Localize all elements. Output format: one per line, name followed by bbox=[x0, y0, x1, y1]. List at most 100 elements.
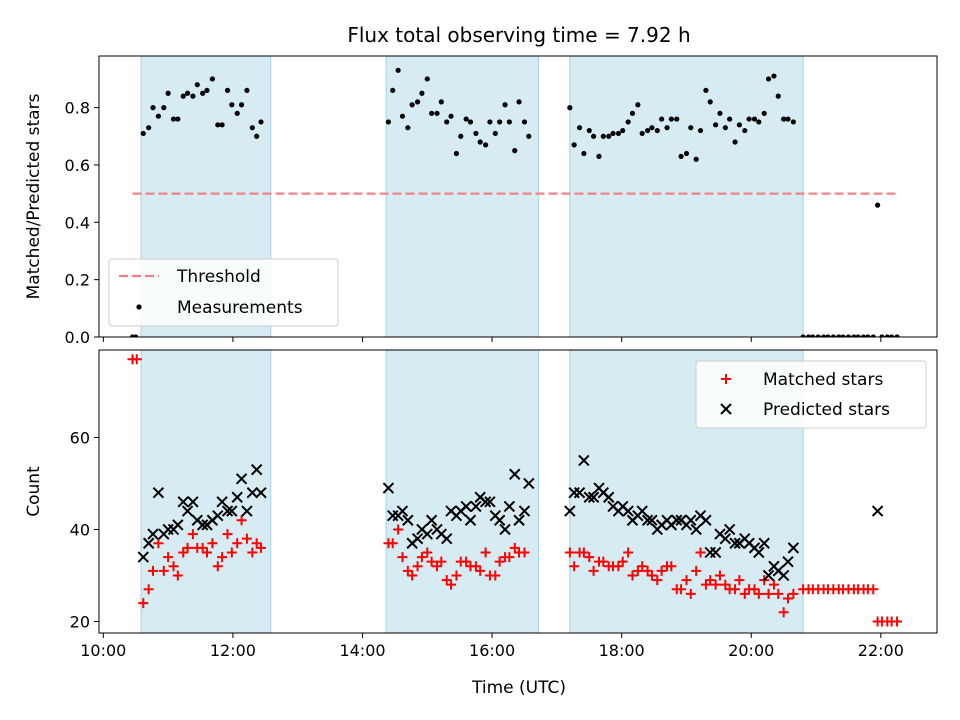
data-point-measurement bbox=[526, 133, 532, 139]
data-point-measurement bbox=[444, 119, 450, 125]
legend-box bbox=[695, 360, 927, 429]
data-point-matched bbox=[768, 579, 779, 590]
axes-frame bbox=[98, 349, 938, 634]
data-point-measurement bbox=[586, 127, 592, 134]
data-point-predicted bbox=[246, 486, 259, 499]
data-point-predicted bbox=[700, 514, 712, 526]
data-point-matched bbox=[584, 552, 595, 563]
data-point-predicted bbox=[729, 537, 741, 549]
legend-matched-swatch bbox=[721, 374, 731, 384]
data-point-measurement bbox=[615, 130, 622, 137]
data-point-predicted bbox=[402, 514, 414, 526]
data-point-measurement bbox=[736, 122, 742, 128]
data-point-predicted bbox=[573, 486, 586, 499]
data-point-predicted bbox=[787, 542, 800, 554]
data-point-predicted bbox=[719, 532, 732, 545]
data-point-measurement bbox=[894, 334, 900, 337]
data-point-predicted bbox=[255, 486, 267, 499]
data-point-measurement bbox=[683, 150, 690, 157]
data-point-matched bbox=[207, 538, 218, 549]
data-point-predicted bbox=[147, 528, 159, 540]
data-point-matched bbox=[652, 575, 663, 586]
data-point-measurement bbox=[581, 150, 587, 157]
data-point-measurement bbox=[463, 116, 469, 122]
data-point-measurement bbox=[606, 133, 612, 139]
x-tick-label: 20:00 bbox=[728, 641, 774, 660]
data-point-measurement bbox=[659, 116, 665, 122]
data-point-predicted bbox=[762, 569, 775, 582]
data-point-predicted bbox=[142, 537, 155, 549]
data-point-measurement bbox=[477, 139, 483, 145]
y-tick-label: 40 bbox=[70, 520, 90, 539]
data-point-predicted bbox=[250, 463, 263, 476]
data-point-predicted bbox=[212, 509, 224, 522]
data-point-measurement bbox=[458, 133, 464, 139]
data-point-predicted bbox=[235, 473, 248, 485]
data-point-measurement bbox=[150, 105, 156, 111]
data-point-measurement bbox=[521, 119, 528, 125]
top-panel: 0.0 0.2 0.4 0.6 0.8 Matched/Predicted stars Th… bbox=[24, 55, 938, 347]
data-point-matched bbox=[446, 579, 457, 590]
data-point-matched bbox=[182, 542, 193, 553]
data-point-measurement bbox=[596, 153, 602, 159]
data-point-predicted bbox=[690, 523, 702, 536]
data-point-matched bbox=[255, 542, 266, 553]
data-point-measurement bbox=[610, 130, 616, 137]
data-point-measurement bbox=[165, 90, 171, 96]
data-point-matched bbox=[588, 565, 599, 576]
data-point-measurement bbox=[870, 334, 876, 337]
data-point-measurement bbox=[224, 87, 231, 94]
data-point-matched bbox=[422, 547, 433, 558]
data-point-matched bbox=[782, 593, 793, 604]
data-point-matched bbox=[158, 565, 169, 576]
data-point-measurement bbox=[889, 334, 895, 337]
data-point-measurement bbox=[133, 334, 139, 337]
data-point-matched bbox=[637, 561, 648, 572]
data-point-measurement bbox=[851, 334, 857, 337]
data-point-measurement bbox=[467, 119, 474, 125]
data-point-measurement bbox=[805, 334, 812, 337]
shaded-interval-2 bbox=[385, 350, 540, 633]
data-point-matched bbox=[226, 547, 237, 558]
series-predicted-stars bbox=[137, 454, 884, 582]
series-matched-stars bbox=[127, 354, 903, 627]
data-point-matched bbox=[436, 556, 447, 567]
data-point-matched bbox=[730, 584, 741, 595]
data-point-measurement bbox=[161, 105, 167, 111]
data-point-measurement bbox=[405, 125, 411, 131]
data-point-measurement bbox=[590, 133, 597, 139]
data-point-predicted bbox=[603, 491, 615, 503]
data-point-measurement bbox=[674, 116, 680, 122]
data-point-measurement bbox=[516, 99, 522, 105]
data-point-measurement bbox=[703, 87, 709, 94]
data-point-measurement bbox=[860, 334, 867, 337]
legend-measurement-swatch bbox=[136, 304, 142, 310]
y-tick-label: 0.4 bbox=[65, 213, 90, 232]
data-point-matched bbox=[168, 561, 179, 572]
data-point-measurement bbox=[751, 116, 758, 122]
data-point-measurement bbox=[571, 142, 577, 148]
data-point-measurement bbox=[215, 122, 221, 128]
x-tick-label: 14:00 bbox=[339, 641, 385, 660]
data-point-matched bbox=[407, 570, 418, 581]
data-point-measurement bbox=[180, 93, 186, 99]
data-point-measurement bbox=[175, 116, 181, 122]
data-point-matched bbox=[172, 570, 183, 581]
data-point-matched bbox=[685, 588, 696, 599]
data-point-matched bbox=[163, 552, 174, 563]
x-tick-label: 12:00 bbox=[210, 641, 256, 660]
data-point-predicted bbox=[425, 514, 438, 526]
data-point-matched bbox=[676, 584, 687, 595]
x-tick-label: 22:00 bbox=[858, 641, 904, 660]
data-point-predicted bbox=[671, 514, 683, 526]
data-point-matched bbox=[578, 547, 589, 558]
data-point-measurement bbox=[654, 127, 660, 134]
data-point-measurement bbox=[693, 156, 699, 162]
data-point-measurement bbox=[502, 102, 508, 108]
data-point-matched bbox=[153, 538, 164, 549]
data-point-predicted bbox=[231, 491, 243, 503]
data-point-matched bbox=[778, 607, 789, 618]
data-point-predicted bbox=[583, 491, 595, 503]
y-tick-label: 0.2 bbox=[65, 271, 90, 290]
data-point-matched bbox=[212, 561, 223, 572]
